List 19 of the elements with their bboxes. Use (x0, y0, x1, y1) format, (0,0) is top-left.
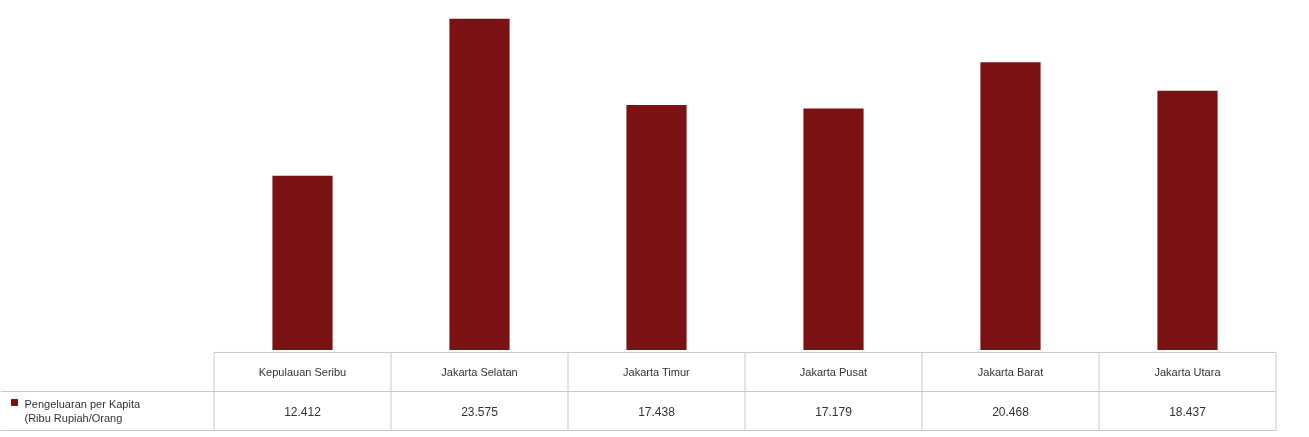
bar (272, 175, 333, 350)
bar (1157, 90, 1218, 350)
bar (449, 18, 510, 350)
x-tick-label: Jakarta Selatan (441, 365, 518, 378)
data-label: 17.438 (638, 404, 676, 419)
data-label: 12.412 (284, 404, 322, 419)
data-label: 17.179 (815, 404, 853, 419)
bar (803, 108, 864, 350)
data-label: 18.437 (1169, 404, 1207, 419)
x-tick-label: Jakarta Timur (623, 365, 691, 378)
x-tick-label: Jakarta Pusat (799, 365, 868, 378)
x-tick-label: Kepulauan Seribu (258, 365, 347, 378)
x-tick-label: Jakarta Barat (977, 365, 1044, 378)
bar (626, 104, 687, 350)
data-label: 20.468 (992, 404, 1030, 419)
bar (980, 62, 1041, 350)
x-tick-label: Jakarta Utara (1154, 365, 1222, 378)
data-label: 23.575 (461, 404, 499, 419)
legend-label: Pengeluaran per Kapita (Ribu Rupiah/Orang (24, 398, 141, 424)
